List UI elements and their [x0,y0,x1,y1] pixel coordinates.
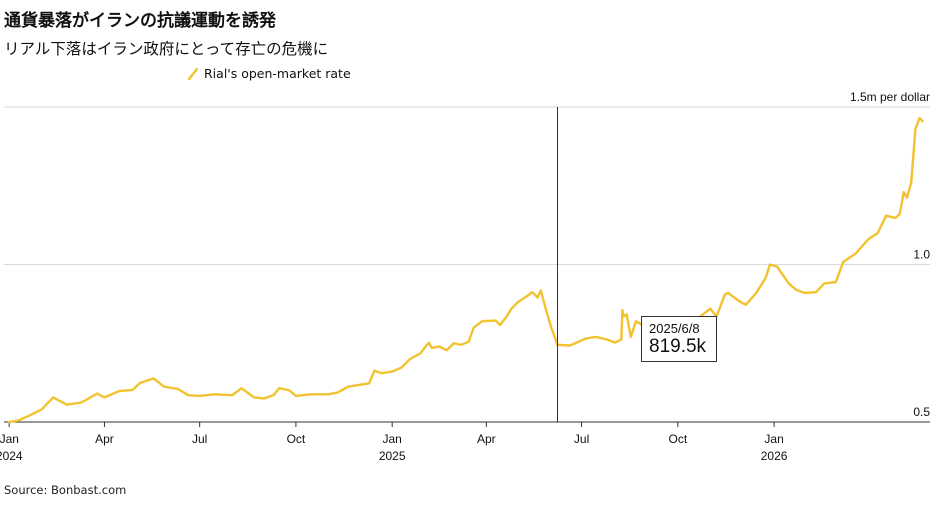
source-note: Source: Bonbast.com [4,483,127,497]
legend-label-rial: Rial's open-market rate [204,66,351,81]
grid-lines [4,106,930,265]
series-line-0 [7,116,924,424]
legend-swatch-icon [188,67,198,80]
x-tick-label-5: Apr [477,432,496,446]
x-tick-year-8: 2026 [761,449,788,463]
x-tick-label-8: Jan [764,432,783,446]
y-tick-label-2: 1.5m per dollar [850,90,930,104]
x-tick-year-4: 2025 [379,449,406,463]
tooltip-value: 819.5k [649,336,707,357]
x-tick-year-0: 2024 [0,449,23,463]
series-lines [7,116,924,424]
x-axis: Jan 2024 Apr Jul Oct Jan 2025 Apr Jul Oct Jan 2026 [0,421,930,463]
tooltip-date: 2025/6/8 [649,321,700,336]
x-tick-label-4: Jan [383,432,402,446]
chart-subtitle: リアル下落はイラン政府にとって存亡の危機に [4,40,329,58]
y-tick-label-0: 0.5 [913,405,930,419]
x-tick-label-0: Jan [0,432,19,446]
x-tick-label-6: Jul [574,432,589,446]
tooltip: 2025/6/8 819.5k [641,316,717,362]
x-tick-label-2: Jul [192,432,207,446]
y-axis: 0.5 1.0 1.5m per dollar [850,90,930,419]
chart-title: 通貨暴落がイランの抗議運動を誘発 [4,11,276,31]
x-tick-label-3: Oct [287,432,306,446]
x-tick-label-7: Oct [668,432,687,446]
x-tick-label-1: Apr [95,432,114,446]
y-tick-label-1: 1.0 [913,248,930,262]
legend: Rial's open-market rate [188,66,351,81]
